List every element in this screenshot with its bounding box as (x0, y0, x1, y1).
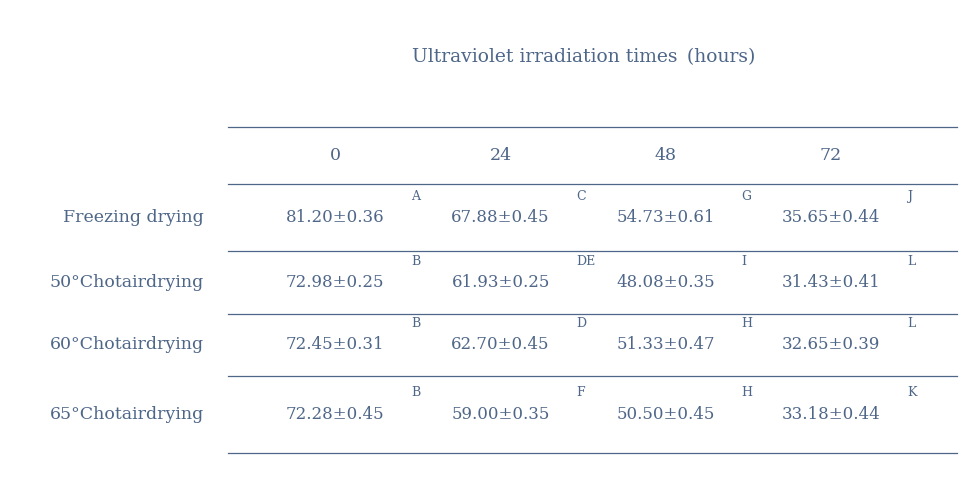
Text: J: J (907, 190, 912, 203)
Text: B: B (411, 317, 421, 330)
Text: 35.65±0.44: 35.65±0.44 (781, 209, 881, 227)
Text: 0: 0 (330, 147, 341, 164)
Text: Ultraviolet irradiation times (hours): Ultraviolet irradiation times (hours) (411, 48, 755, 67)
Text: 50.50±0.45: 50.50±0.45 (616, 406, 715, 423)
Text: 62.70±0.45: 62.70±0.45 (451, 336, 550, 354)
Text: F: F (576, 386, 585, 399)
Text: 72.98±0.25: 72.98±0.25 (286, 274, 385, 291)
Text: K: K (907, 386, 917, 399)
Text: G: G (742, 190, 751, 203)
Text: 72.28±0.45: 72.28±0.45 (286, 406, 385, 423)
Text: 50°Chotairdrying: 50°Chotairdrying (50, 274, 204, 291)
Text: 31.43±0.41: 31.43±0.41 (781, 274, 881, 291)
Text: A: A (411, 190, 420, 203)
Text: 65°Chotairdrying: 65°Chotairdrying (50, 406, 204, 423)
Text: 81.20±0.36: 81.20±0.36 (286, 209, 385, 227)
Text: 60°Chotairdrying: 60°Chotairdrying (50, 336, 204, 354)
Text: Freezing drying: Freezing drying (63, 209, 204, 227)
Text: H: H (742, 317, 752, 330)
Text: 48.08±0.35: 48.08±0.35 (616, 274, 715, 291)
Text: B: B (411, 386, 421, 399)
Text: 67.88±0.45: 67.88±0.45 (451, 209, 550, 227)
Text: L: L (907, 317, 915, 330)
Text: D: D (576, 317, 586, 330)
Text: C: C (576, 190, 586, 203)
Text: 54.73±0.61: 54.73±0.61 (616, 209, 715, 227)
Text: B: B (411, 254, 421, 268)
Text: 61.93±0.25: 61.93±0.25 (451, 274, 550, 291)
Text: 24: 24 (490, 147, 511, 164)
Text: DE: DE (576, 254, 596, 268)
Text: 59.00±0.35: 59.00±0.35 (451, 406, 550, 423)
Text: I: I (742, 254, 746, 268)
Text: 72.45±0.31: 72.45±0.31 (286, 336, 385, 354)
Text: H: H (742, 386, 752, 399)
Text: 51.33±0.47: 51.33±0.47 (616, 336, 715, 354)
Text: 72: 72 (820, 147, 842, 164)
Text: 32.65±0.39: 32.65±0.39 (781, 336, 881, 354)
Text: L: L (907, 254, 915, 268)
Text: 33.18±0.44: 33.18±0.44 (781, 406, 881, 423)
Text: 48: 48 (655, 147, 677, 164)
